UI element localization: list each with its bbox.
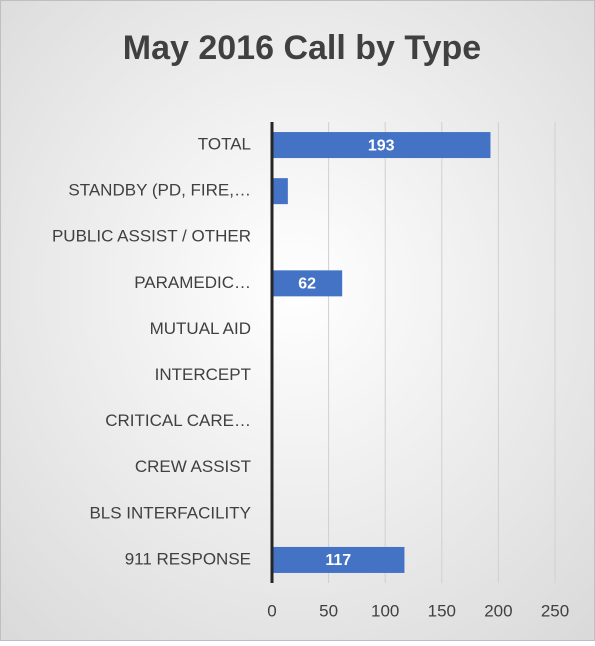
data-label: 193 bbox=[368, 137, 395, 154]
x-tick-label: 250 bbox=[541, 601, 569, 620]
y-tick-label: CREW ASSIST bbox=[135, 457, 251, 476]
bar bbox=[272, 546, 405, 573]
y-tick-label: TOTAL bbox=[198, 135, 251, 154]
y-tick-label: MUTUAL AID bbox=[150, 319, 251, 338]
y-tick-label: CRITICAL CARE… bbox=[105, 411, 251, 430]
y-tick-label: INTERCEPT bbox=[155, 365, 251, 384]
bar bbox=[272, 270, 343, 297]
y-tick-label: 911 RESPONSE bbox=[125, 549, 251, 568]
y-tick-label: BLS INTERFACILITY bbox=[89, 503, 251, 522]
bar bbox=[272, 178, 288, 205]
x-tick-label: 50 bbox=[319, 601, 338, 620]
x-tick-label: 150 bbox=[428, 601, 456, 620]
data-label: 62 bbox=[298, 276, 316, 293]
y-tick-label: PUBLIC ASSIST / OTHER bbox=[52, 227, 251, 246]
bar bbox=[272, 132, 491, 159]
y-tick-label: PARAMEDIC… bbox=[134, 273, 251, 292]
x-tick-label: 0 bbox=[267, 601, 276, 620]
y-tick-label: STANDBY (PD, FIRE,… bbox=[68, 181, 251, 200]
x-tick-label: 200 bbox=[484, 601, 512, 620]
data-label: 117 bbox=[325, 552, 351, 569]
chart-title: May 2016 Call by Type bbox=[123, 29, 481, 67]
x-tick-label: 100 bbox=[371, 601, 399, 620]
